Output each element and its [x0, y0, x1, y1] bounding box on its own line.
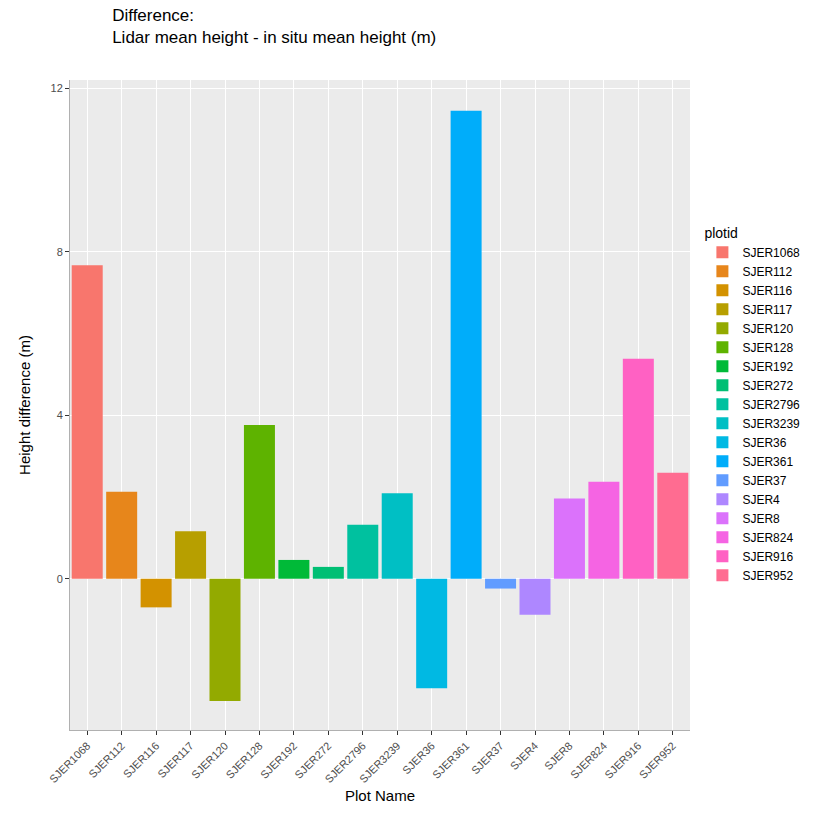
svg-text:SJER192: SJER192: [258, 740, 299, 781]
svg-text:12: 12: [51, 82, 63, 94]
svg-text:SJER37: SJER37: [742, 474, 786, 488]
svg-text:SJER361: SJER361: [430, 740, 471, 781]
svg-text:SJER112: SJER112: [742, 265, 792, 279]
svg-text:SJER2796: SJER2796: [322, 740, 368, 786]
svg-text:SJER1068: SJER1068: [47, 740, 93, 786]
svg-text:SJER3239: SJER3239: [742, 417, 800, 431]
svg-text:SJER36: SJER36: [742, 436, 786, 450]
svg-text:SJER116: SJER116: [742, 284, 792, 298]
svg-text:SJER117: SJER117: [742, 303, 792, 317]
svg-text:SJER128: SJER128: [742, 341, 793, 355]
svg-text:SJER1068: SJER1068: [742, 246, 800, 260]
svg-text:SJER37: SJER37: [469, 740, 506, 777]
svg-text:SJER272: SJER272: [292, 740, 333, 781]
svg-text:SJER117: SJER117: [155, 740, 196, 781]
svg-text:SJER112: SJER112: [86, 740, 127, 781]
svg-text:SJER8: SJER8: [742, 512, 780, 526]
svg-text:SJER116: SJER116: [121, 740, 162, 781]
svg-text:SJER916: SJER916: [602, 740, 643, 781]
svg-text:SJER2796: SJER2796: [742, 398, 800, 412]
svg-text:SJER4: SJER4: [742, 493, 780, 507]
svg-text:Difference:Lidar mean height -: Difference:Lidar mean height - in situ m…: [112, 6, 436, 47]
svg-text:SJER36: SJER36: [400, 740, 437, 777]
svg-text:SJER120: SJER120: [742, 322, 793, 336]
svg-text:Height difference (m): Height difference (m): [16, 335, 33, 475]
svg-text:SJER192: SJER192: [742, 360, 793, 374]
svg-text:SJER128: SJER128: [223, 740, 264, 781]
svg-text:0: 0: [57, 573, 63, 585]
svg-text:SJER361: SJER361: [742, 455, 793, 469]
svg-text:SJER4: SJER4: [508, 740, 541, 773]
svg-text:8: 8: [57, 246, 63, 258]
svg-text:SJER952: SJER952: [637, 740, 678, 781]
svg-text:SJER3239: SJER3239: [357, 740, 403, 786]
svg-text:plotid: plotid: [704, 225, 737, 241]
svg-text:SJER824: SJER824: [568, 740, 609, 781]
svg-text:SJER952: SJER952: [742, 569, 793, 583]
svg-text:SJER8: SJER8: [542, 740, 575, 773]
svg-text:SJER120: SJER120: [189, 740, 230, 781]
svg-text:Plot Name: Plot Name: [345, 787, 415, 804]
svg-text:SJER824: SJER824: [742, 531, 793, 545]
svg-text:SJER916: SJER916: [742, 550, 793, 564]
svg-text:4: 4: [57, 409, 63, 421]
svg-text:SJER272: SJER272: [742, 379, 793, 393]
